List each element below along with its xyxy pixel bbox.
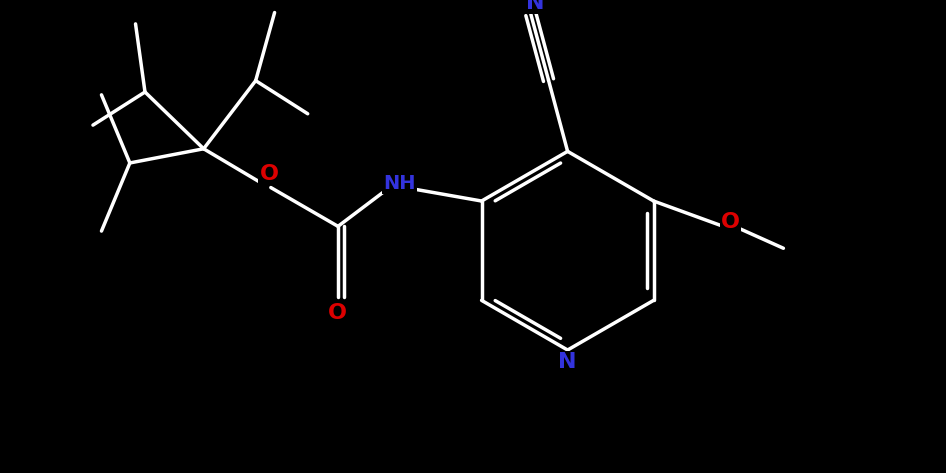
Text: N: N: [558, 352, 577, 372]
Text: O: O: [327, 303, 346, 324]
Text: O: O: [721, 211, 740, 231]
Text: N: N: [526, 0, 545, 13]
Text: NH: NH: [383, 174, 415, 193]
Text: O: O: [259, 164, 278, 184]
